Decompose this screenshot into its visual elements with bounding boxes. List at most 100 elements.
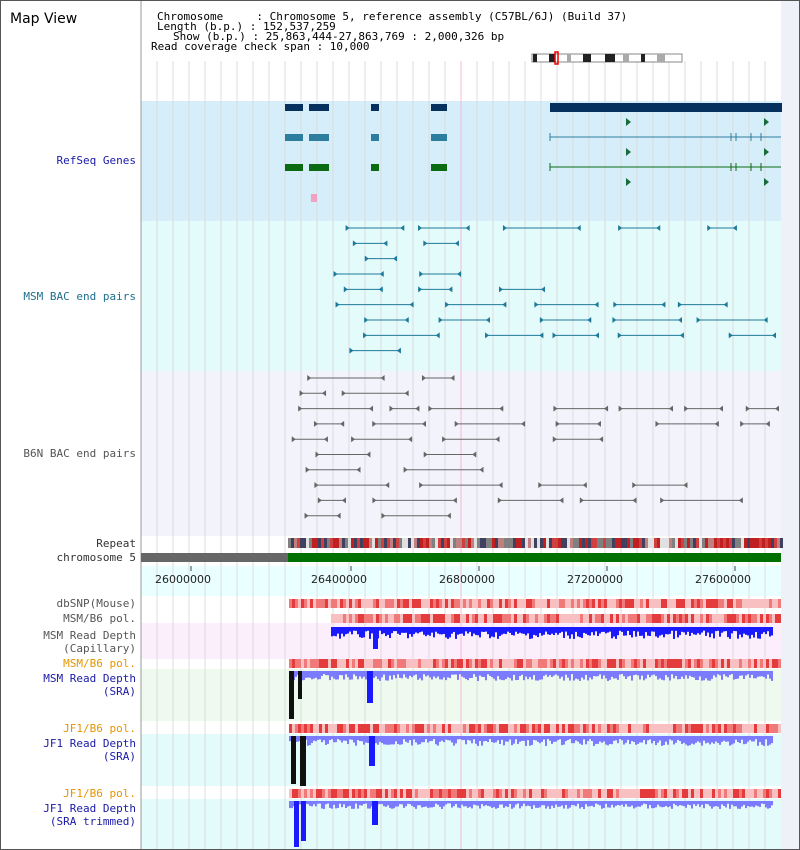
depth-bar (323, 801, 325, 809)
polymorphism-cell (364, 614, 367, 623)
polymorphism-cell (643, 599, 646, 608)
depth-bar (697, 736, 699, 742)
polymorphism-cell (586, 724, 589, 733)
repeat-segment (369, 538, 372, 548)
polymorphism-cell (607, 659, 610, 668)
depth-bar (711, 671, 713, 679)
depth-bar (313, 736, 315, 741)
depth-bar (595, 736, 597, 744)
polymorphism-cell (622, 724, 625, 733)
polymorphism-cell (529, 599, 532, 608)
polymorphism-cell (424, 789, 427, 798)
bac-end (423, 240, 428, 247)
depth-bar (739, 736, 741, 744)
track-label-msm-depth-capillary[interactable]: MSM Read Depth (Capillary) (43, 629, 136, 655)
polymorphism-cell (550, 789, 553, 798)
polymorphism-cell (661, 599, 664, 608)
polymorphism-cell (511, 724, 514, 733)
polymorphism-cell (679, 614, 682, 623)
depth-bar (335, 736, 337, 743)
polymorphism-cell (586, 614, 589, 623)
depth-bar (381, 736, 383, 744)
depth-bar (717, 736, 719, 743)
track-label-jf1-depth-trimmed[interactable]: JF1 Read Depth (SRA trimmed) (43, 802, 136, 828)
polymorphism-cell (367, 599, 370, 608)
polymorphism-cell (721, 724, 724, 733)
track-label-msm-depth-sra[interactable]: MSM Read Depth (SRA) (43, 672, 136, 698)
polymorphism-cell (550, 599, 553, 608)
track-label-repeat[interactable]: Repeat (96, 537, 136, 550)
polymorphism-cell (703, 789, 706, 798)
polymorphism-cell (463, 599, 466, 608)
polymorphism-cell (496, 599, 499, 608)
depth-bar (547, 801, 549, 807)
depth-bar (639, 736, 641, 743)
polymorphism-cell (310, 789, 313, 798)
polymorphism-cell (511, 789, 514, 798)
depth-bar (447, 627, 449, 639)
depth-bar (673, 801, 675, 804)
bac-end (765, 420, 770, 427)
track-label-b6n-bac[interactable]: B6N BAC end pairs (23, 447, 136, 460)
depth-bar (559, 801, 561, 807)
track-label-jf1-b6-pol-2[interactable]: JF1/B6 pol. (63, 787, 136, 800)
track-label-jf1-b6-pol-1[interactable]: JF1/B6 pol. (63, 722, 136, 735)
polymorphism-cell (391, 724, 394, 733)
polymorphism-cell (631, 599, 634, 608)
depth-bar (585, 627, 587, 634)
track-label-dbsnp[interactable]: dbSNP(Mouse) (56, 597, 136, 610)
bac-end (582, 482, 587, 489)
depth-bar (549, 801, 551, 809)
polymorphism-cell (448, 659, 451, 668)
track-label-chromosome[interactable]: chromosome 5 (56, 551, 136, 564)
depth-bar (393, 627, 395, 632)
depth-bar (499, 627, 501, 637)
polymorphism-cell (565, 614, 568, 623)
depth-bar (557, 671, 559, 676)
depth-bar (405, 627, 407, 633)
depth-bar (677, 801, 679, 807)
track-label-msm-b6-pol-2[interactable]: MSM/B6 pol. (63, 657, 136, 670)
polymorphism-cell (526, 789, 529, 798)
polymorphism-cell (460, 599, 463, 608)
depth-bar (769, 671, 771, 679)
polymorphism-cell (436, 724, 439, 733)
polymorphism-cell (319, 724, 322, 733)
polymorphism-cell (487, 724, 490, 733)
track-label-refseq[interactable]: RefSeq Genes (56, 154, 136, 167)
depth-bar (633, 671, 635, 676)
depth-bar (769, 627, 771, 637)
depth-bar (567, 736, 569, 741)
depth-bar (513, 627, 515, 636)
depth-bar (581, 627, 583, 638)
depth-bar (581, 801, 583, 808)
depth-bar (297, 736, 299, 742)
depth-bar (571, 671, 573, 675)
bac-end (656, 225, 661, 231)
track-label-jf1-depth-sra[interactable]: JF1 Read Depth (SRA) (43, 737, 136, 763)
bac-end (304, 512, 309, 519)
depth-bar (635, 671, 637, 675)
polymorphism-cell (679, 659, 682, 668)
depth-bar (353, 801, 355, 809)
track-label-msm-b6-pol-1[interactable]: MSM/B6 pol. (63, 612, 136, 625)
polymorphism-cell (559, 614, 562, 623)
polymorphism-cell (571, 789, 574, 798)
track-label-msm-bac[interactable]: MSM BAC end pairs (23, 290, 136, 303)
polymorphism-cell (556, 599, 559, 608)
depth-bar (611, 671, 613, 677)
polymorphism-cell (622, 614, 625, 623)
depth-bar (327, 801, 329, 804)
polymorphism-cell (670, 614, 673, 623)
polymorphism-cell (289, 789, 292, 798)
polymorphism-cell (547, 614, 550, 623)
polymorphism-cell (754, 614, 757, 623)
polymorphism-cell (517, 724, 520, 733)
polymorphism-cell (718, 599, 721, 608)
depth-bar (325, 801, 327, 805)
depth-bar (575, 736, 577, 741)
repeat-segment (675, 538, 678, 548)
depth-bar (423, 801, 425, 807)
depth-bar (629, 627, 631, 636)
